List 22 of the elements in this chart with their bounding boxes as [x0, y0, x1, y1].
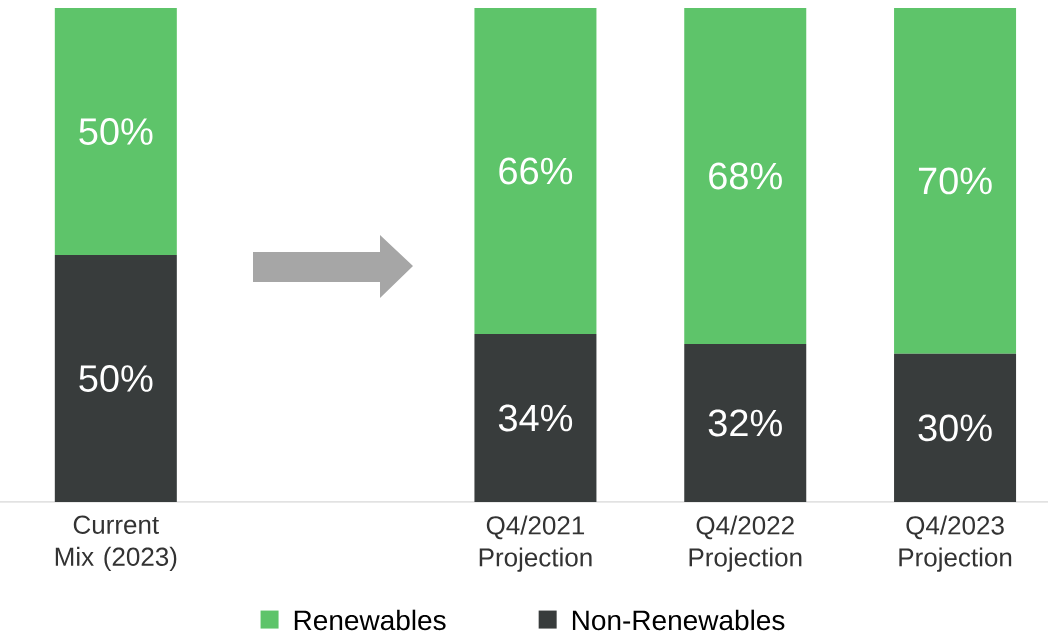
- data-label: 30%: [918, 414, 992, 442]
- legend-label: Renewables: [294, 609, 446, 631]
- bar: [54, 8, 177, 255]
- data-label: 34%: [498, 404, 573, 432]
- bar: [684, 8, 807, 344]
- data-label: 50%: [79, 365, 153, 392]
- x-tick-label: Q4/2023 Projection: [899, 515, 1012, 572]
- x-tick-label: Q4/2021 Projection: [479, 515, 592, 572]
- data-label: 66%: [499, 157, 573, 185]
- legend-label: Non-Renewables: [572, 609, 785, 631]
- data-label: 32%: [708, 409, 782, 437]
- bar: [894, 353, 1017, 502]
- bar: [54, 255, 177, 502]
- data-label: 50%: [79, 118, 153, 145]
- bar: [894, 8, 1017, 354]
- data-label: 70%: [918, 167, 992, 195]
- bar: [684, 343, 807, 502]
- x-tick-label: Current Mix (2023): [55, 515, 177, 572]
- data-label: 68%: [709, 162, 782, 190]
- bar: [474, 334, 597, 502]
- bar: [474, 8, 597, 335]
- x-tick-label: Q4/2022 Projection: [689, 515, 802, 572]
